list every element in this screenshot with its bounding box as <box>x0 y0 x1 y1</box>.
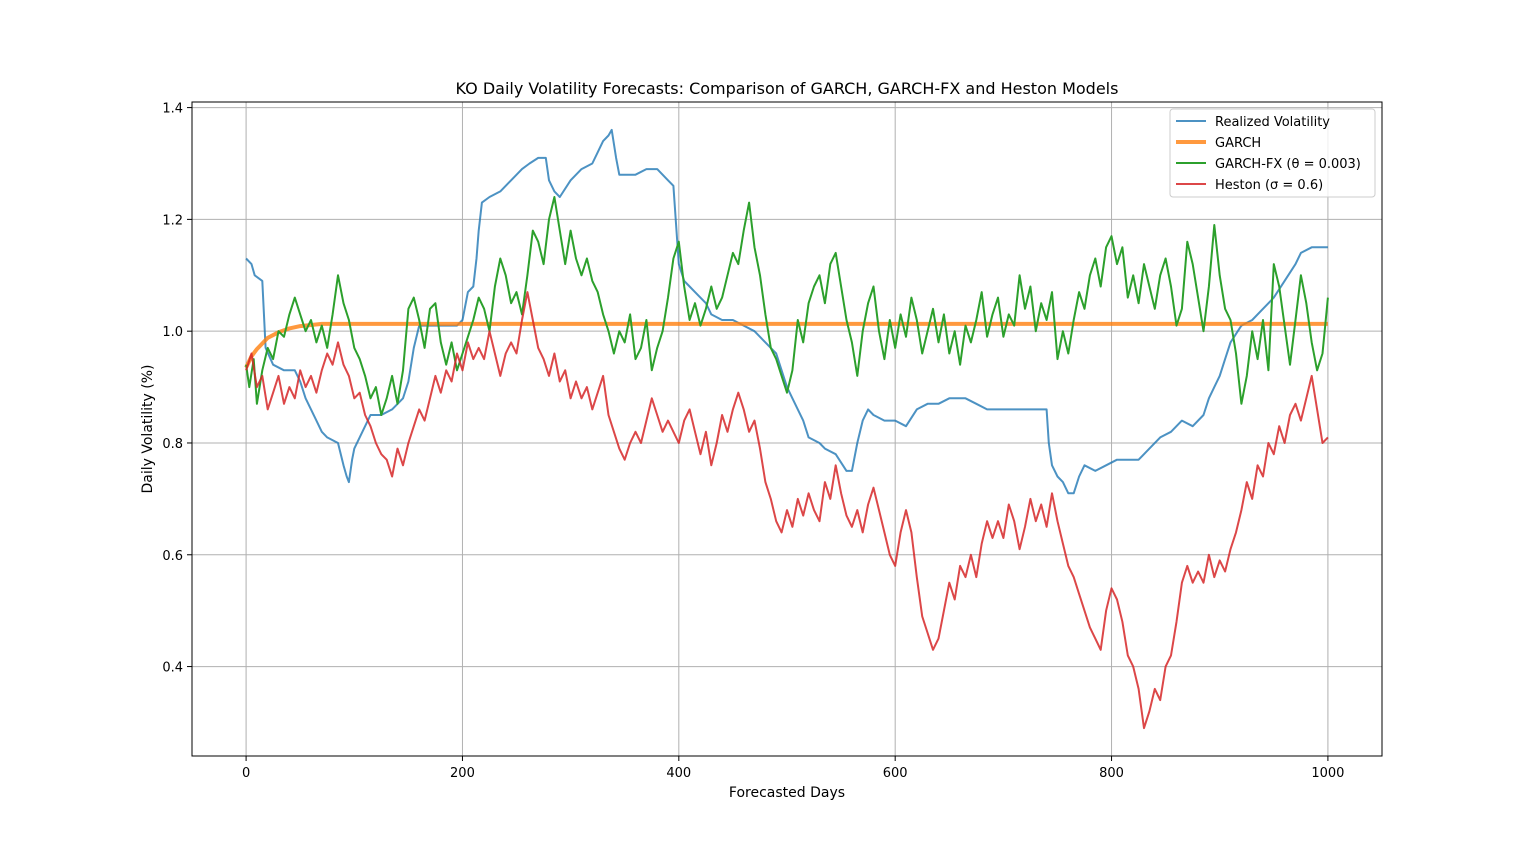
y-tick-label: 0.4 <box>162 661 183 676</box>
legend-box <box>1169 108 1376 198</box>
legend-label: GARCH-FX (θ = 0.003) <box>1215 157 1361 172</box>
series-line-garch-fx-0-003 <box>245 196 1329 416</box>
series-line-heston-0-6 <box>245 291 1329 730</box>
y-tick-label: 0.8 <box>162 437 183 452</box>
x-tick-label: 600 <box>883 766 908 781</box>
y-tick-label: 1.2 <box>162 213 183 228</box>
legend-label: GARCH <box>1215 136 1261 151</box>
y-axis-ticks: 0.4 0.6 0.8 1.0 1.2 1.4 <box>162 102 192 676</box>
x-tick-label: 0 <box>242 766 250 781</box>
x-tick-label: 1000 <box>1311 766 1344 781</box>
x-tick-label: 800 <box>1099 766 1124 781</box>
legend-label: Heston (σ = 0.6) <box>1215 178 1323 193</box>
x-tick-label: 200 <box>450 766 475 781</box>
plot-frame <box>191 101 1383 757</box>
legend-label: Realized Volatility <box>1215 115 1330 130</box>
series-line-garch <box>244 321 1328 369</box>
x-axis-label: Forecasted Days <box>729 785 845 801</box>
y-axis-label: Daily Volatility (%) <box>140 364 156 493</box>
y-tick-label: 1.4 <box>162 102 183 117</box>
chart-title: KO Daily Volatility Forecasts: Compariso… <box>456 79 1119 98</box>
x-axis-ticks: 0 200 400 600 800 1000 <box>242 756 1344 781</box>
series-line-realized-volatility <box>245 128 1328 495</box>
series-layer <box>244 128 1329 730</box>
grid-lines <box>192 102 1382 756</box>
y-tick-label: 0.6 <box>162 549 183 564</box>
y-tick-label: 1.0 <box>162 325 183 340</box>
legend: Realized Volatility GARCH GARCH-FX (θ = 0.… <box>1169 108 1376 198</box>
x-tick-label: 400 <box>666 766 691 781</box>
